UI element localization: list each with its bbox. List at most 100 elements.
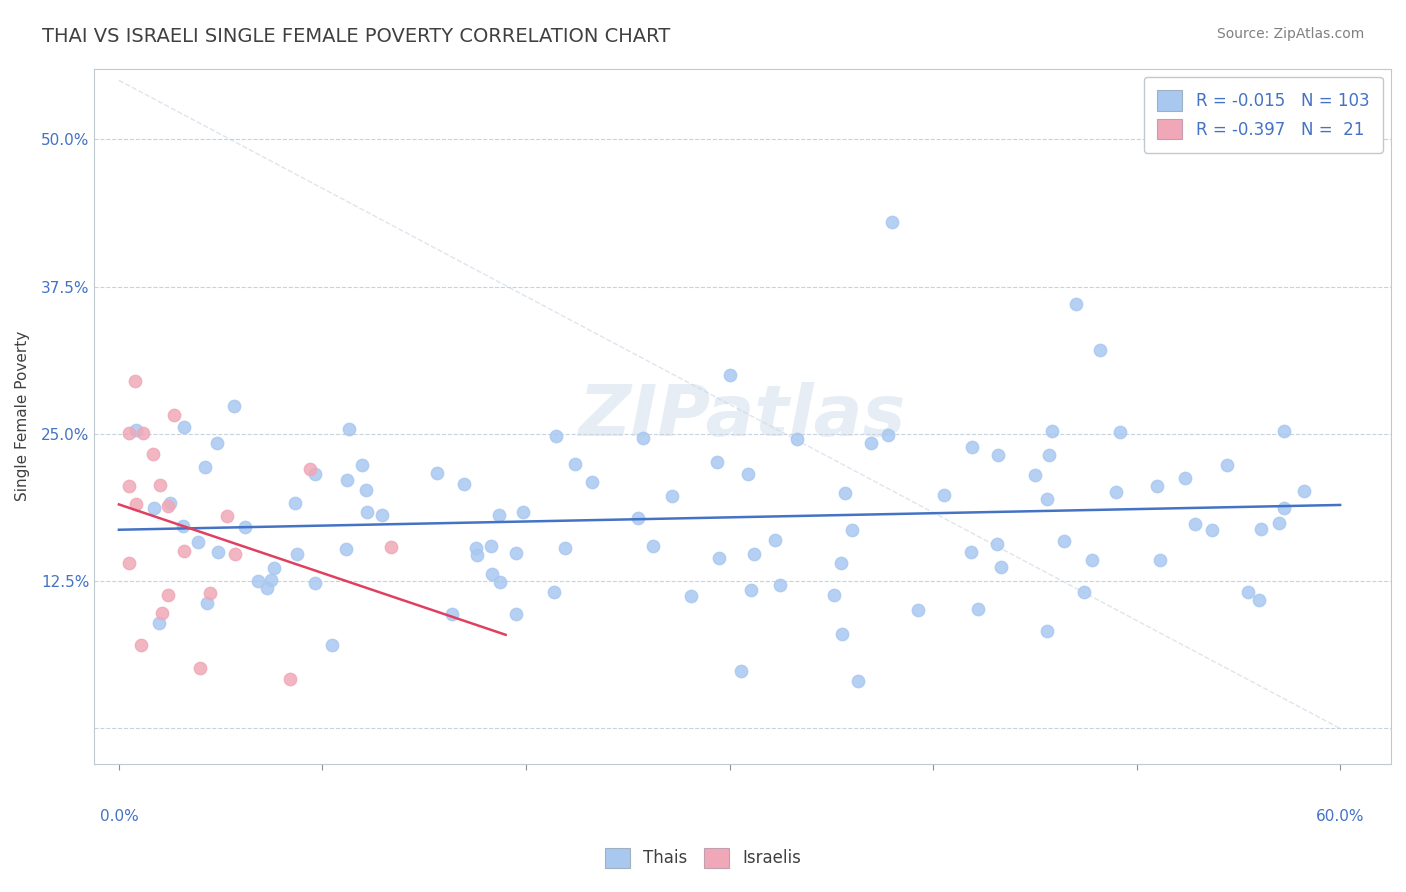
Point [441,607,464,621]
Point [1109,425,1132,440]
Point [990,560,1012,574]
Point [453,476,475,491]
Point [737,467,759,481]
Point [554,541,576,556]
Point [142,446,165,460]
Point [505,546,527,560]
Point [304,575,326,590]
Point [1053,534,1076,549]
Point [246,574,269,589]
Point [1038,449,1060,463]
Point [1146,479,1168,493]
Point [426,466,449,480]
Point [488,508,510,523]
Point [1105,484,1128,499]
Text: ZIPatlas: ZIPatlas [579,382,907,450]
Point [823,588,845,602]
Point [834,486,856,500]
Point [235,519,257,533]
Legend: R = -0.015   N = 103, R = -0.397   N =  21: R = -0.015 N = 103, R = -0.397 N = 21 [1144,77,1382,153]
Point [627,510,650,524]
Point [1174,471,1197,485]
Point [831,627,853,641]
Text: 0.0%: 0.0% [100,809,138,824]
Point [489,575,512,590]
Point [786,432,808,446]
Point [1036,624,1059,638]
Point [1080,553,1102,567]
Point [159,495,181,509]
Point [1247,593,1270,607]
Point [633,431,655,445]
Point [260,573,283,587]
Point [354,483,377,497]
Point [157,589,180,603]
Point [479,539,502,553]
Point [118,426,141,441]
Point [740,582,762,597]
Point [1250,522,1272,536]
Point [543,585,565,599]
Point [960,440,983,454]
Point [681,589,703,603]
Point [129,638,152,652]
Point [150,606,173,620]
Point [278,673,301,687]
Text: THAI VS ISRAELI SINGLE FEMALE POVERTY CORRELATION CHART: THAI VS ISRAELI SINGLE FEMALE POVERTY CO… [42,27,671,45]
Point [1268,516,1291,530]
Point [544,429,567,443]
Point [932,488,955,502]
Text: 60.0%: 60.0% [1316,809,1364,824]
Point [284,495,307,509]
Point [298,462,321,476]
Point [1024,467,1046,482]
Point [1272,424,1295,438]
Point [769,578,792,592]
Point [564,457,586,471]
Point [1040,424,1063,438]
Point [118,479,141,493]
Point [481,567,503,582]
Point [512,505,534,519]
Point [846,674,869,689]
Point [173,420,195,434]
Point [1064,297,1087,311]
Point [173,543,195,558]
Point [730,665,752,679]
Point [718,368,741,382]
Legend: Thais, Israelis: Thais, Israelis [598,841,808,875]
Point [224,547,246,561]
Point [263,560,285,574]
Point [661,489,683,503]
Point [188,661,211,675]
Point [157,500,180,514]
Point [959,545,981,559]
Point [195,595,218,609]
Point [304,467,326,482]
Point [987,448,1010,462]
Point [285,548,308,562]
Point [337,422,360,436]
Point [706,455,728,469]
Point [194,459,217,474]
Point [172,519,194,533]
Text: Source: ZipAtlas.com: Source: ZipAtlas.com [1216,27,1364,41]
Point [1088,343,1111,357]
Point [707,551,730,566]
Point [643,540,665,554]
Point [125,497,148,511]
Point [132,426,155,441]
Point [335,541,357,556]
Point [986,536,1008,550]
Point [877,428,900,442]
Point [581,475,603,489]
Point [465,549,488,563]
Point [907,603,929,617]
Point [163,408,186,422]
Point [224,399,246,413]
Point [149,478,172,492]
Point [1184,517,1206,532]
Point [207,435,229,450]
Point [352,458,374,473]
Point [187,534,209,549]
